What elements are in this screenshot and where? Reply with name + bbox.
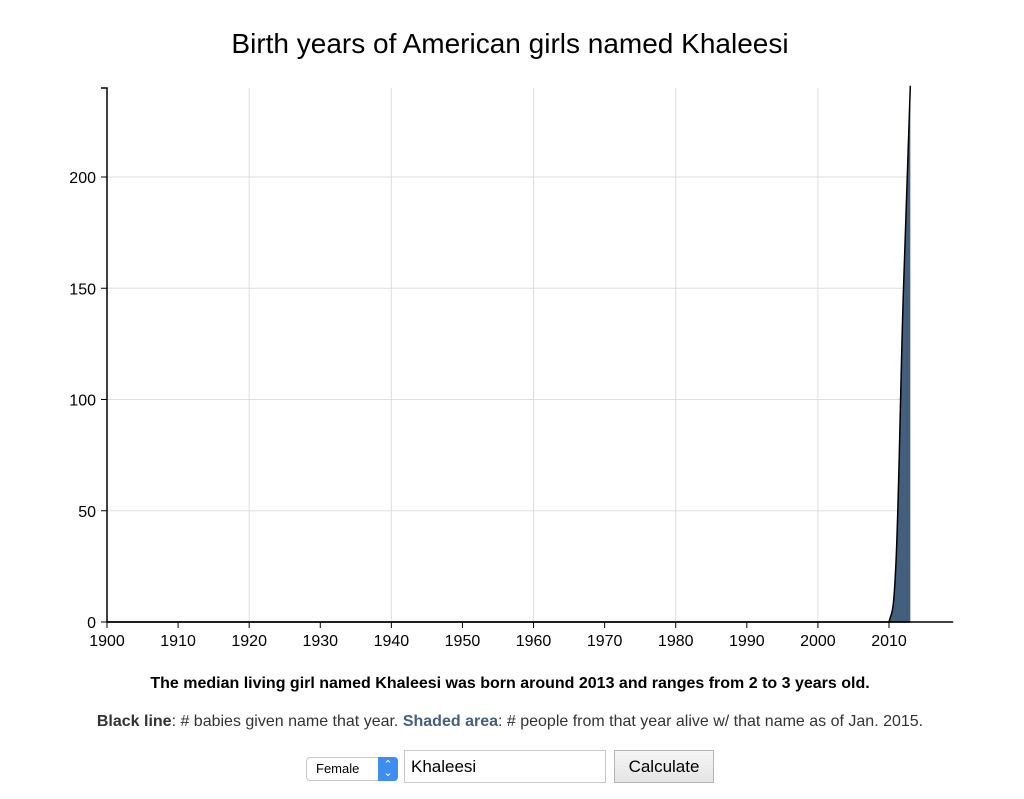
- x-tick-label: 1940: [374, 633, 410, 650]
- birth-year-chart: 0 50 100 150 200 1900 1910 1920 1930 1940 1950 1960…: [69, 85, 954, 650]
- x-tick-label: 1990: [729, 633, 765, 650]
- controls-bar: Female ⌃⌄ Calculate: [0, 750, 1020, 783]
- x-tick-label: 1960: [516, 633, 552, 650]
- babies-line: [107, 85, 954, 623]
- sex-select-value: Female: [316, 761, 360, 776]
- black-line-description: : # babies given name that year.: [171, 713, 403, 730]
- black-line-label: Black line: [96, 713, 172, 730]
- gridlines: [107, 88, 911, 622]
- x-tick-label: 1910: [160, 633, 196, 650]
- name-input[interactable]: [404, 750, 606, 783]
- x-tick-label: 1930: [302, 633, 338, 650]
- plot-area: [107, 85, 954, 623]
- x-tick-label: 1950: [445, 633, 481, 650]
- chart-title: Birth years of American girls named Khal…: [231, 28, 789, 59]
- y-tick-label: 50: [78, 504, 96, 521]
- calculate-button[interactable]: Calculate: [614, 750, 714, 783]
- shaded-area: [107, 85, 953, 622]
- shaded-area-label: Shaded area: [402, 713, 498, 730]
- axes: 0 50 100 150 200 1900 1910 1920 1930 1940 1950 1960…: [69, 87, 911, 650]
- x-tick-label: 1980: [658, 633, 694, 650]
- x-tick-label: 2000: [800, 633, 836, 650]
- x-tick-label: 1920: [231, 633, 267, 650]
- y-tick-label: 200: [69, 170, 96, 187]
- legend-text: Black line: # babies given name that yea…: [0, 713, 1020, 731]
- x-tick-label: 1970: [587, 633, 623, 650]
- median-summary: The median living girl named Khaleesi wa…: [150, 675, 870, 692]
- y-tick-label: 150: [69, 281, 96, 298]
- y-tick-label: 100: [69, 393, 96, 410]
- x-tick-label: 2010: [871, 633, 907, 650]
- select-stepper-icon: ⌃ ⌄: [378, 756, 398, 781]
- x-tick-label: 1900: [89, 633, 125, 650]
- shaded-area-description: : # people from that year alive w/ that …: [497, 713, 924, 730]
- axis-lines: [101, 87, 911, 623]
- sex-select[interactable]: Female ⌃ ⌄: [306, 756, 398, 781]
- y-tick-label: 0: [87, 615, 96, 632]
